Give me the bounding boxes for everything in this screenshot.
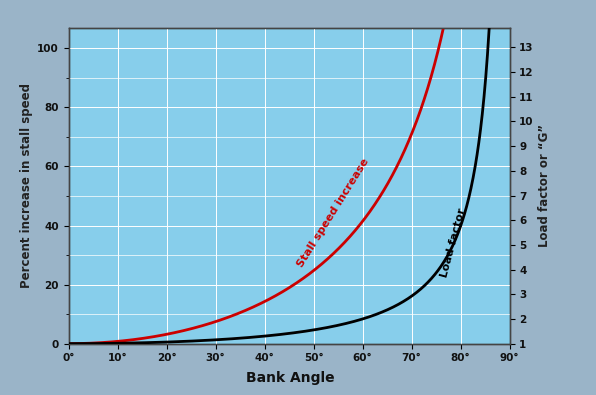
Text: Load factor: Load factor [439,207,467,278]
Text: Stall speed increase: Stall speed increase [296,156,371,269]
Y-axis label: Percent increase in stall speed: Percent increase in stall speed [20,83,33,288]
Text: Bank Angle: Bank Angle [246,371,334,385]
Y-axis label: Load factor or “G”: Load factor or “G” [538,124,551,247]
